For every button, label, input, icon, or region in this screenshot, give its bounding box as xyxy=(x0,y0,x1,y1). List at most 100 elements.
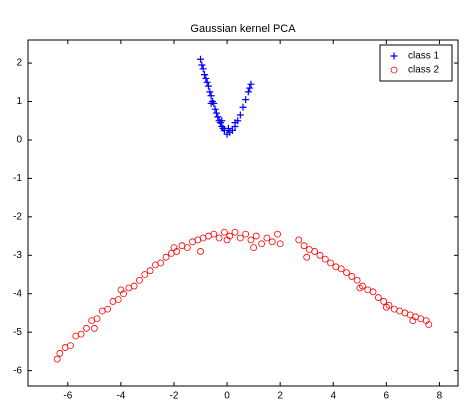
point xyxy=(311,248,319,255)
x-tick-label: 4 xyxy=(330,391,336,402)
y-tick-label: -3 xyxy=(13,250,22,261)
point xyxy=(242,96,250,104)
point xyxy=(380,298,388,305)
legend-marker xyxy=(390,52,398,60)
point xyxy=(207,99,215,107)
point xyxy=(104,305,112,313)
point xyxy=(146,267,154,275)
point xyxy=(348,273,356,280)
y-tick-label: -2 xyxy=(13,211,22,222)
point xyxy=(141,271,149,278)
point xyxy=(204,82,212,90)
point xyxy=(215,234,223,242)
point xyxy=(382,303,390,311)
legend-label: class 1 xyxy=(408,51,440,62)
point xyxy=(210,230,218,238)
legend-label: class 2 xyxy=(408,65,440,76)
point xyxy=(343,269,350,276)
x-tick-label: -6 xyxy=(63,391,72,402)
x-tick-label: 6 xyxy=(384,391,390,402)
y-tick-label: -4 xyxy=(13,288,22,299)
y-tick-label: 2 xyxy=(16,58,22,69)
point xyxy=(409,317,417,325)
point xyxy=(316,251,324,259)
point xyxy=(236,111,244,119)
point xyxy=(374,294,382,301)
point xyxy=(263,234,271,242)
point xyxy=(220,126,228,134)
point xyxy=(274,230,281,238)
legend-box xyxy=(379,44,453,82)
point xyxy=(369,288,377,296)
point xyxy=(207,92,215,100)
point xyxy=(201,71,209,79)
point xyxy=(67,342,74,350)
legend: class 1 class 2 xyxy=(379,44,453,82)
point xyxy=(303,253,311,261)
point xyxy=(114,296,122,303)
point xyxy=(425,321,433,328)
chart-title: Gaussian kernel PCA xyxy=(190,23,296,35)
point xyxy=(276,240,284,248)
plot-frame xyxy=(27,39,459,387)
point xyxy=(53,355,61,363)
point xyxy=(231,119,239,127)
x-tick-label: 0 xyxy=(224,391,230,402)
y-tick-label: -6 xyxy=(13,365,22,376)
point xyxy=(199,65,207,73)
legend-marker xyxy=(390,66,398,74)
y-tick-label: -1 xyxy=(13,173,22,184)
point xyxy=(224,124,232,132)
point xyxy=(202,74,210,82)
point xyxy=(218,117,226,125)
point xyxy=(239,103,247,111)
point xyxy=(327,259,334,267)
point xyxy=(130,282,138,290)
point xyxy=(356,284,364,292)
y-tick-label: -5 xyxy=(13,327,22,338)
point xyxy=(295,236,303,244)
point xyxy=(258,240,265,248)
point xyxy=(268,238,276,246)
point xyxy=(214,113,222,121)
point xyxy=(321,255,329,263)
point xyxy=(212,109,220,117)
point xyxy=(246,84,254,92)
point xyxy=(300,242,308,250)
point xyxy=(82,324,90,332)
point xyxy=(247,236,255,244)
point xyxy=(197,55,205,63)
point xyxy=(231,228,239,236)
point xyxy=(197,248,204,255)
point xyxy=(242,230,250,238)
y-tick-label: 0 xyxy=(16,135,22,146)
x-tick-label: 2 xyxy=(277,391,283,402)
point xyxy=(93,315,101,323)
point xyxy=(353,276,361,284)
point xyxy=(157,259,165,267)
point xyxy=(77,330,85,338)
point xyxy=(183,244,191,252)
point xyxy=(247,80,255,88)
point xyxy=(90,324,98,332)
x-tick-label: 8 xyxy=(437,391,443,402)
point xyxy=(228,126,236,134)
point xyxy=(236,234,244,242)
point xyxy=(211,105,219,113)
point xyxy=(206,88,214,96)
point xyxy=(244,88,252,96)
point xyxy=(136,276,143,284)
point xyxy=(117,286,125,294)
point xyxy=(170,244,178,252)
point xyxy=(252,232,260,240)
point xyxy=(337,265,345,273)
point xyxy=(221,228,228,236)
point xyxy=(198,61,206,69)
point xyxy=(250,244,258,252)
point xyxy=(56,349,64,357)
point xyxy=(162,253,170,261)
point xyxy=(203,78,211,86)
x-tick-label: -2 xyxy=(170,391,179,402)
y-tick-label: 1 xyxy=(16,96,22,107)
